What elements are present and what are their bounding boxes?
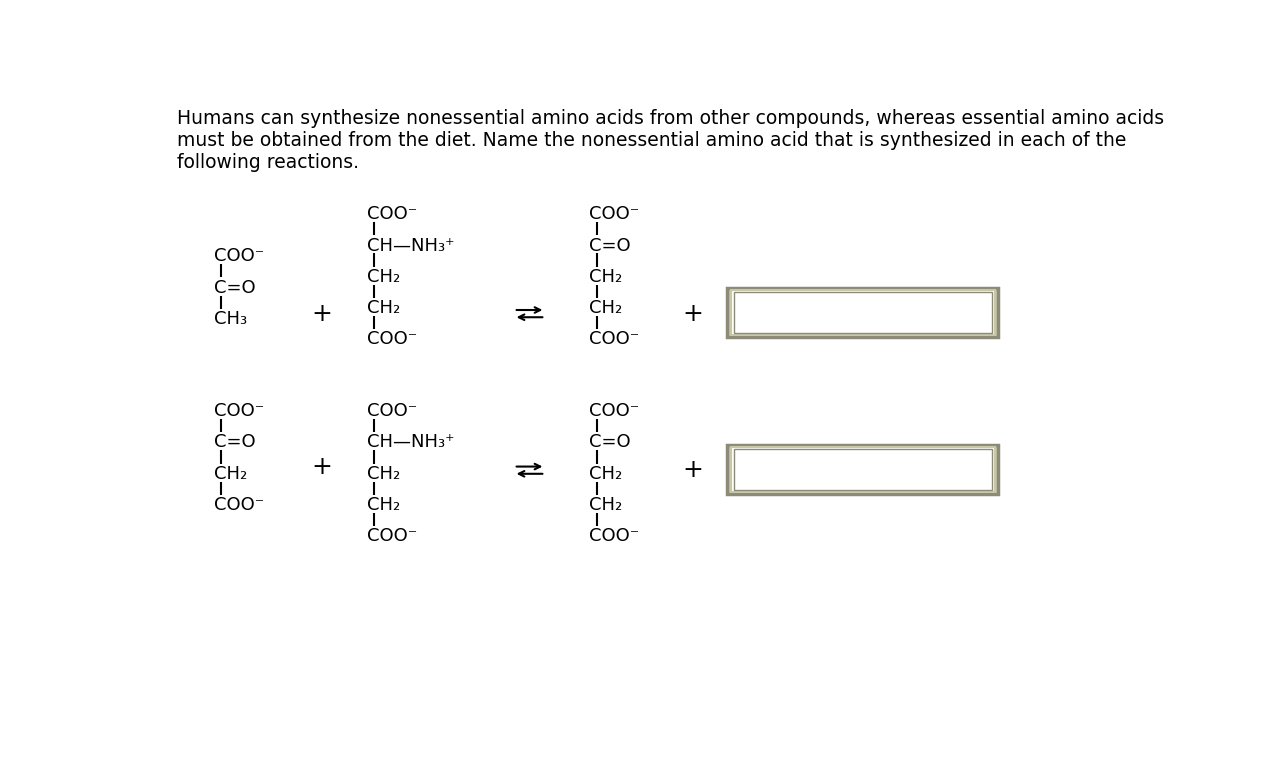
Text: +: + [312, 302, 333, 325]
Text: CH₂: CH₂ [589, 300, 622, 317]
Text: CH—NH₃⁺: CH—NH₃⁺ [367, 433, 454, 451]
Bar [727, 288, 999, 337]
Text: Humans can synthesize nonessential amino acids from other compounds, whereas ess: Humans can synthesize nonessential amino… [177, 109, 1164, 172]
Text: COO⁻: COO⁻ [367, 331, 417, 349]
Text: COO⁻: COO⁻ [589, 205, 640, 223]
Text: CH₂: CH₂ [367, 465, 400, 482]
Text: COO⁻: COO⁻ [589, 527, 640, 545]
Text: +: + [682, 302, 703, 325]
Text: CH₂: CH₂ [367, 496, 400, 514]
Text: COO⁻: COO⁻ [214, 247, 264, 265]
Text: COO⁻: COO⁻ [589, 331, 640, 349]
Bar [734, 292, 991, 333]
Text: COO⁻: COO⁻ [367, 402, 417, 420]
Text: CH₂: CH₂ [589, 496, 622, 514]
Text: CH₂: CH₂ [367, 268, 400, 286]
Text: CH₃: CH₃ [214, 310, 247, 328]
Bar [734, 449, 991, 490]
Bar [731, 290, 995, 335]
Text: CH₂: CH₂ [589, 268, 622, 286]
Text: C=O: C=O [589, 236, 631, 255]
Text: CH₂: CH₂ [589, 465, 622, 482]
Text: CH—NH₃⁺: CH—NH₃⁺ [367, 236, 454, 255]
Text: COO⁻: COO⁻ [214, 496, 264, 514]
Text: CH₂: CH₂ [214, 465, 247, 482]
Text: CH₂: CH₂ [367, 300, 400, 317]
Text: +: + [682, 458, 703, 482]
Text: COO⁻: COO⁻ [589, 402, 640, 420]
Text: C=O: C=O [214, 278, 255, 296]
Text: C=O: C=O [589, 433, 631, 451]
Bar [727, 445, 999, 494]
Text: COO⁻: COO⁻ [214, 402, 264, 420]
Text: COO⁻: COO⁻ [367, 205, 417, 223]
Text: +: + [312, 455, 333, 479]
Text: C=O: C=O [214, 433, 255, 451]
Bar [731, 447, 995, 492]
Text: COO⁻: COO⁻ [367, 527, 417, 545]
